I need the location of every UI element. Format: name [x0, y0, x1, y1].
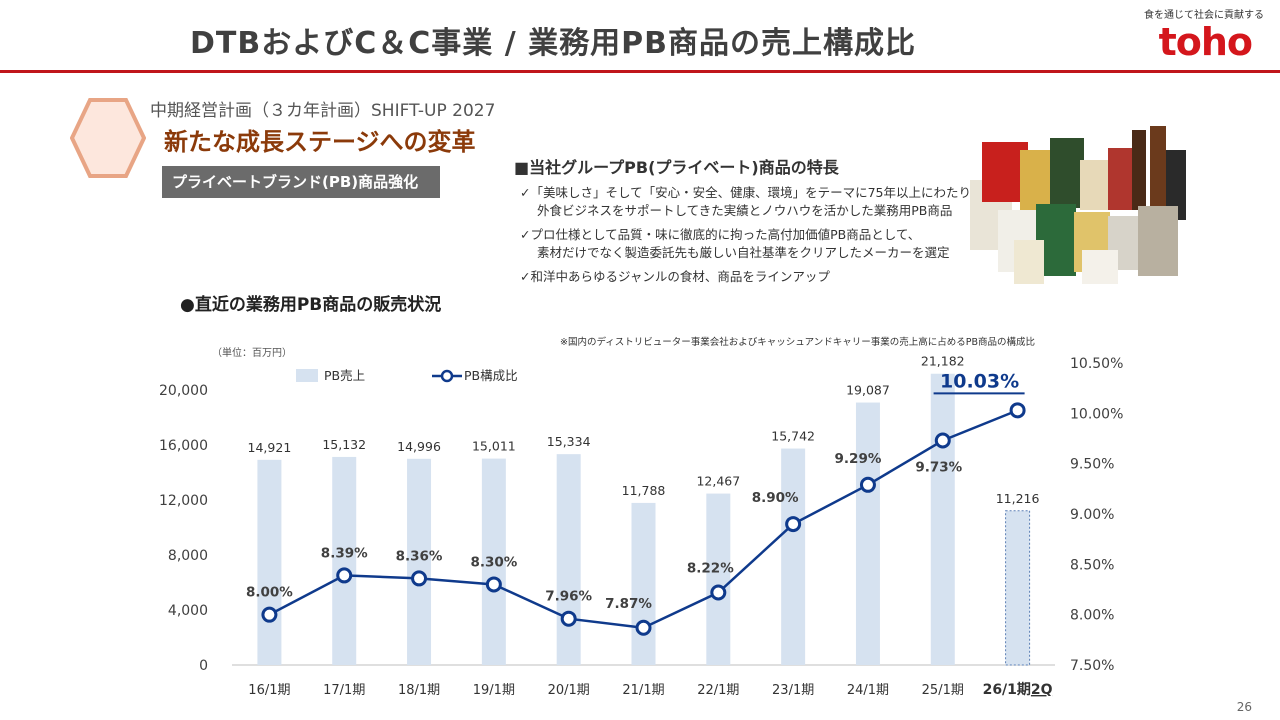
bar — [481, 458, 506, 665]
company-tagline: 食を通じて社会に貢献する — [1144, 10, 1264, 21]
ratio-value-label: 9.29% — [835, 451, 882, 467]
bar — [706, 493, 731, 665]
y-left-tick-label: 12,000 — [159, 493, 208, 509]
features-list: ✓「美味しさ」そして「安心・安全、健康、環境」をテーマに75年以上にわたり、 外… — [520, 184, 983, 292]
x-tick-suffix: 2Q — [1031, 682, 1053, 698]
y-right-tick-label: 8.50% — [1070, 557, 1114, 573]
pb-ratio-point — [560, 610, 577, 627]
y-left-tick-label: 8,000 — [168, 548, 208, 564]
x-tick-label: 20/1期 — [548, 683, 590, 698]
bar-value-label: 21,182 — [921, 354, 965, 369]
plan-title: 中期経営計画（３カ年計画）SHIFT-UP 2027 — [150, 101, 496, 121]
y-right-tick-label: 9.00% — [1070, 507, 1114, 523]
ratio-value-label: 8.22% — [687, 561, 734, 577]
x-tick-label: 17/1期 — [323, 683, 365, 698]
y-right-tick-label: 10.00% — [1070, 406, 1123, 422]
hexagon-icon — [70, 98, 146, 178]
bar-value-label: 15,011 — [472, 439, 516, 454]
feature-item: ✓和洋中あらゆるジャンルの食材、商品をラインアップ — [520, 268, 983, 286]
legend-line-marker — [440, 369, 454, 383]
bar — [781, 448, 806, 665]
pb-ratio-point — [411, 570, 428, 587]
chart-footnote: ※国内のディストリビューター事業会社およびキャッシュアンドキャリー事業の売上高に… — [560, 337, 1035, 348]
pb-ratio-point — [336, 567, 353, 584]
pb-products-photo — [970, 126, 1186, 284]
pb-ratio-point — [261, 606, 278, 623]
unit-label: （単位：百万円） — [212, 348, 292, 359]
x-tick-label: 22/1期 — [697, 683, 739, 698]
toho-logo: toho — [1158, 20, 1253, 64]
ratio-value-label: 9.73% — [915, 460, 962, 476]
y-left-tick-label: 20,000 — [159, 383, 208, 399]
y-right-tick-label: 9.50% — [1070, 457, 1114, 473]
feature-line: 素材だけでなく製造委託先も厳しい自社基準をクリアしたメーカーを選定 — [537, 245, 950, 260]
bar-value-label: 15,132 — [322, 437, 366, 452]
x-tick-label: 21/1期 — [622, 683, 664, 698]
pb-strategy-tag: プライベートブランド(PB)商品強化 — [162, 166, 440, 198]
x-tick-label: 25/1期 — [922, 683, 964, 698]
ratio-value-label: 8.90% — [752, 490, 799, 506]
bar — [257, 459, 282, 665]
ratio-value-label: 8.30% — [470, 554, 517, 570]
x-tick-label: 18/1期 — [398, 683, 440, 698]
bar-value-label: 14,996 — [397, 439, 441, 454]
x-tick-label: 24/1期 — [847, 683, 889, 698]
title-divider — [0, 70, 1280, 73]
pb-ratio-point — [785, 516, 802, 533]
y-left-tick-label: 4,000 — [168, 603, 208, 619]
page-title: DTBおよびC＆C事業 / 業務用PB商品の売上構成比 — [190, 26, 916, 61]
pb-ratio-point — [485, 576, 502, 593]
y-left-tick-label: 0 — [199, 658, 208, 674]
bar-value-label: 14,921 — [248, 440, 292, 455]
bar — [1005, 510, 1031, 666]
pb-ratio-point — [934, 432, 951, 449]
y-left-tick-label: 16,000 — [159, 438, 208, 454]
plan-subtitle: 新たな成長ステージへの変革 — [164, 128, 476, 156]
bar-value-label: 15,334 — [547, 434, 591, 449]
bar-value-label: 19,087 — [846, 383, 890, 398]
bar-value-label: 15,742 — [771, 429, 815, 444]
legend-bar-swatch — [296, 369, 318, 382]
ratio-value-label: 8.00% — [246, 585, 293, 601]
ratio-value-label: 8.36% — [396, 548, 443, 564]
page-number: 26 — [1236, 700, 1252, 714]
legend-bar-label: PB売上 — [324, 368, 365, 383]
bar — [930, 373, 955, 665]
x-tick-label: 26/1期2Q — [983, 682, 1053, 698]
feature-line: ✓和洋中あらゆるジャンルの食材、商品をラインアップ — [520, 269, 830, 284]
ratio-value-label: 7.96% — [545, 589, 592, 605]
feature-item: ✓プロ仕様として品質・味に徹底的に拘った高付加価値PB商品として、 素材だけでな… — [520, 226, 983, 262]
pb-ratio-point — [859, 476, 876, 493]
bar — [407, 458, 432, 665]
ratio-value-label: 10.03% — [940, 370, 1019, 392]
bar — [556, 454, 581, 665]
pb-ratio-point — [710, 584, 727, 601]
feature-line: 外食ビジネスをサポートしてきた実績とノウハウを活かした業務用PB商品 — [537, 203, 953, 218]
pb-ratio-point — [1009, 402, 1026, 419]
x-tick-label: 19/1期 — [473, 683, 515, 698]
bar-value-label: 11,216 — [996, 491, 1040, 506]
y-right-tick-label: 8.00% — [1070, 608, 1114, 624]
sales-heading: ●直近の業務用PB商品の販売状況 — [180, 295, 442, 315]
pb-ratio-point — [635, 619, 652, 636]
legend-line-label: PB構成比 — [464, 368, 518, 383]
y-right-tick-label: 10.50% — [1070, 356, 1123, 372]
bar — [855, 402, 880, 665]
x-tick-label: 16/1期 — [248, 683, 290, 698]
x-tick-label: 23/1期 — [772, 683, 814, 698]
y-right-tick-label: 7.50% — [1070, 658, 1114, 674]
features-heading: ■当社グループPB(プライベート)商品の特長 — [514, 158, 839, 177]
feature-line: ✓プロ仕様として品質・味に徹底的に拘った高付加価値PB商品として、 — [520, 227, 921, 242]
ratio-value-label: 8.39% — [321, 545, 368, 561]
bar — [332, 456, 357, 665]
feature-line: ✓「美味しさ」そして「安心・安全、健康、環境」をテーマに75年以上にわたり、 — [520, 185, 984, 200]
ratio-value-label: 7.87% — [605, 596, 652, 612]
feature-item: ✓「美味しさ」そして「安心・安全、健康、環境」をテーマに75年以上にわたり、 外… — [520, 184, 983, 220]
bar-value-label: 12,467 — [696, 474, 740, 489]
bar-value-label: 11,788 — [622, 483, 666, 498]
bar — [631, 502, 656, 665]
